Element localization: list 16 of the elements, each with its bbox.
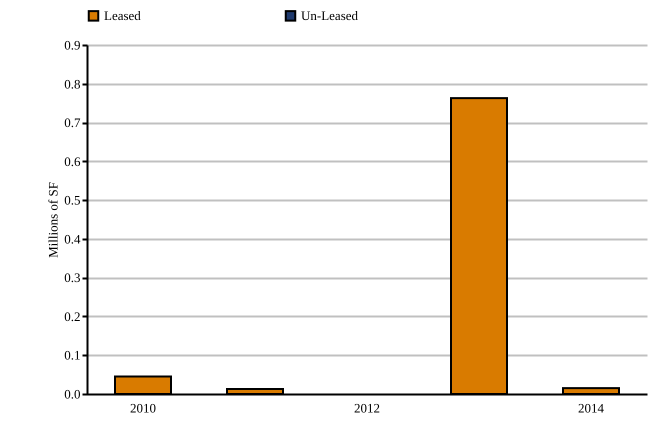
y-tick-label: 0.4 bbox=[64, 231, 81, 246]
y-axis-title: Millions of SF bbox=[45, 182, 60, 258]
y-tick-label: 0.1 bbox=[64, 348, 80, 363]
x-tick-label: 2014 bbox=[578, 400, 604, 416]
legend-label: Un-Leased bbox=[301, 8, 359, 23]
y-tick-label: 0.2 bbox=[64, 308, 80, 324]
x-tick-label: 2010 bbox=[130, 400, 156, 416]
legend-label: Leased bbox=[104, 8, 142, 23]
y-tick-label: 0.9 bbox=[64, 38, 80, 52]
x-tick-label: 2012 bbox=[354, 400, 380, 416]
y-tick-label: 0.3 bbox=[64, 270, 80, 286]
y-tick-label: 0.5 bbox=[64, 192, 80, 208]
y-tick-label: 0.6 bbox=[64, 154, 81, 169]
y-tick-label: 0.0 bbox=[64, 386, 80, 402]
y-tick-label: 0.7 bbox=[64, 115, 81, 130]
y-tick-label: 0.8 bbox=[64, 76, 80, 92]
